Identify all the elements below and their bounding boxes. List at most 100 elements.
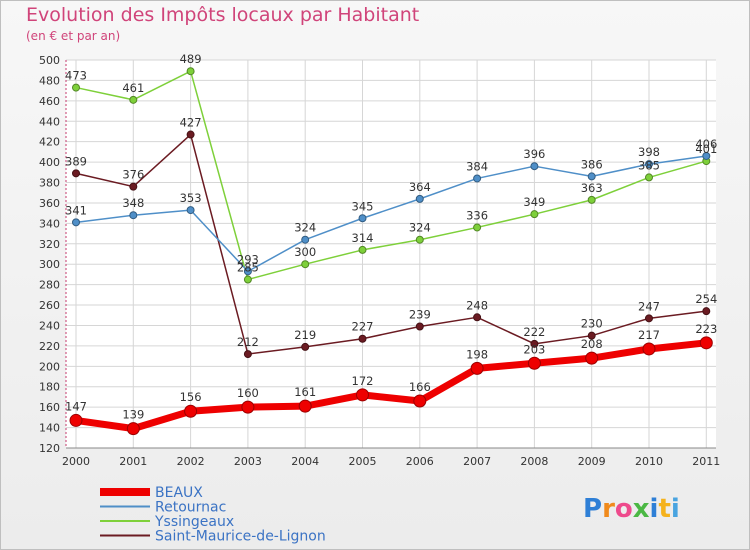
data-point-saint-maurice-de-lignon (645, 314, 653, 323)
data-label-retournac: 396 (523, 147, 545, 161)
data-label-beaux: 198 (466, 347, 488, 361)
data-label-saint-maurice-de-lignon: 212 (237, 335, 259, 349)
data-point-saint-maurice-de-lignon (415, 322, 424, 331)
data-point-retournac (358, 214, 367, 223)
data-label-beaux: 160 (237, 386, 259, 400)
y-tick-label: 200 (39, 360, 60, 373)
data-label-beaux: 203 (523, 342, 545, 356)
data-point-beaux (527, 356, 541, 370)
y-tick-label: 360 (39, 197, 60, 210)
x-tick-label: 2004 (291, 455, 319, 468)
data-point-saint-maurice-de-lignon (702, 307, 711, 316)
data-label-saint-maurice-de-lignon: 230 (581, 317, 603, 331)
x-tick-label: 2001 (119, 455, 147, 468)
y-tick-label: 220 (39, 340, 60, 353)
data-point-saint-maurice-de-lignon (301, 342, 310, 351)
legend-label-retournac: Retournac (155, 500, 226, 516)
data-point-beaux (699, 336, 713, 350)
data-point-beaux (585, 351, 599, 365)
y-tick-label: 260 (39, 299, 60, 312)
data-point-retournac (129, 211, 138, 220)
data-point-retournac (645, 160, 653, 169)
y-tick-label: 380 (39, 177, 60, 190)
y-tick-label: 240 (39, 319, 60, 332)
y-tick-label: 480 (39, 74, 60, 87)
data-point-beaux (241, 400, 255, 414)
data-label-beaux: 166 (409, 380, 431, 394)
data-label-retournac: 384 (466, 159, 488, 173)
data-label-saint-maurice-de-lignon: 227 (352, 320, 374, 334)
data-point-yssingeaux (530, 210, 539, 219)
data-label-retournac: 293 (237, 252, 259, 266)
x-tick-label: 2005 (349, 455, 377, 468)
data-label-beaux: 156 (180, 390, 202, 404)
data-point-yssingeaux (415, 235, 424, 244)
data-label-retournac: 324 (294, 221, 316, 235)
data-label-yssingeaux: 489 (180, 52, 202, 66)
data-label-beaux: 223 (695, 322, 717, 336)
x-tick-label: 2009 (578, 455, 606, 468)
data-point-yssingeaux (186, 67, 195, 76)
y-tick-label: 320 (39, 238, 60, 251)
data-point-beaux (69, 413, 83, 427)
data-label-retournac: 348 (122, 196, 144, 210)
x-tick-label: 2000 (62, 455, 90, 468)
y-tick-label: 420 (39, 136, 60, 149)
data-label-beaux: 139 (122, 408, 144, 422)
data-point-saint-maurice-de-lignon (129, 182, 138, 191)
data-label-yssingeaux: 401 (695, 142, 717, 156)
x-tick-label: 2011 (692, 455, 720, 468)
data-point-beaux (642, 342, 656, 356)
y-tick-label: 400 (39, 156, 60, 169)
data-point-retournac (587, 172, 596, 181)
chart-subtitle: (en € et par an) (26, 29, 121, 43)
data-label-beaux: 172 (352, 374, 374, 388)
data-point-saint-maurice-de-lignon (473, 313, 482, 322)
data-point-retournac (702, 151, 711, 160)
data-point-yssingeaux (645, 173, 653, 182)
data-point-beaux (470, 361, 484, 375)
data-point-retournac (530, 162, 539, 171)
data-point-yssingeaux (587, 195, 596, 204)
x-tick-label: 2002 (177, 455, 205, 468)
data-label-beaux: 208 (581, 337, 603, 351)
x-tick-label: 2007 (463, 455, 491, 468)
data-label-saint-maurice-de-lignon: 389 (65, 154, 87, 168)
data-label-yssingeaux: 324 (409, 221, 431, 235)
y-tick-label: 140 (39, 422, 60, 435)
y-tick-label: 120 (39, 442, 60, 455)
data-label-beaux: 147 (65, 399, 87, 413)
chart-title: Evolution des Impôts locaux par Habitant (26, 4, 420, 26)
data-label-yssingeaux: 461 (122, 81, 144, 95)
data-point-saint-maurice-de-lignon (358, 334, 367, 343)
y-tick-label: 180 (39, 381, 60, 394)
series-line-yssingeaux (75, 70, 708, 281)
data-label-yssingeaux: 363 (581, 181, 603, 195)
data-label-retournac: 353 (180, 191, 202, 205)
series-line-retournac (75, 155, 708, 273)
data-point-beaux (413, 394, 427, 408)
data-point-retournac (473, 174, 482, 183)
data-point-beaux (298, 399, 312, 413)
data-label-yssingeaux: 285 (237, 261, 259, 275)
y-tick-label: 160 (39, 401, 60, 414)
series-line-saint-maurice-de-lignon (75, 133, 708, 355)
data-label-retournac: 345 (352, 199, 374, 213)
data-point-yssingeaux (301, 260, 310, 269)
data-label-saint-maurice-de-lignon: 248 (466, 298, 488, 312)
legend-label-beaux: BEAUX (155, 485, 203, 501)
data-label-beaux: 161 (294, 385, 316, 399)
y-tick-label: 280 (39, 279, 60, 292)
data-label-beaux: 217 (638, 328, 660, 342)
data-label-saint-maurice-de-lignon: 247 (638, 299, 660, 313)
data-point-yssingeaux (243, 275, 252, 284)
data-label-yssingeaux: 314 (352, 231, 374, 245)
data-label-saint-maurice-de-lignon: 222 (523, 325, 545, 339)
data-label-retournac: 386 (581, 157, 603, 171)
data-point-saint-maurice-de-lignon (243, 350, 252, 359)
data-label-retournac: 406 (695, 137, 717, 151)
plot-area (66, 60, 716, 448)
series-line-beaux (72, 339, 710, 433)
data-point-yssingeaux (473, 223, 482, 232)
